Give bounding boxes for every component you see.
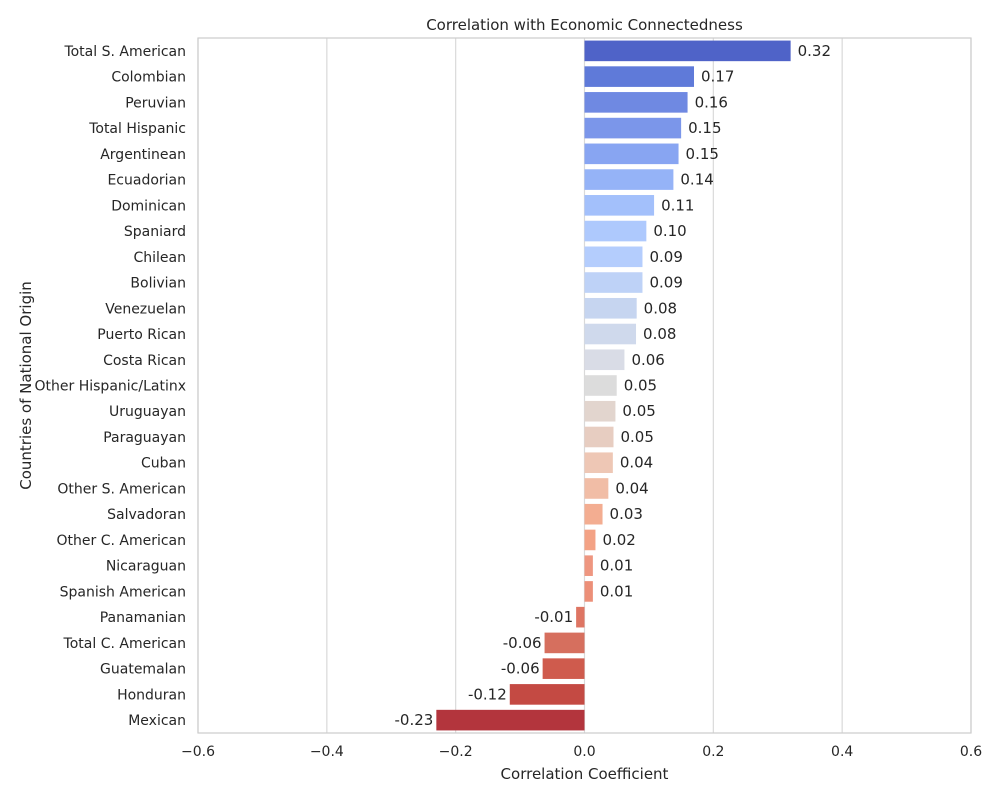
category-label: Spaniard — [124, 224, 186, 240]
x-tick-label: −0.2 — [439, 744, 473, 760]
category-label: Puerto Rican — [97, 327, 186, 343]
data-label: 0.05 — [620, 428, 653, 446]
bar — [584, 297, 637, 319]
category-label: Total C. American — [63, 636, 186, 652]
bar — [584, 503, 603, 525]
category-label: Argentinean — [100, 147, 186, 163]
bar — [436, 709, 585, 731]
data-label: 0.06 — [631, 351, 664, 369]
data-label: -0.06 — [501, 660, 540, 678]
category-label: Nicaraguan — [106, 559, 186, 575]
bar — [584, 117, 682, 139]
y-axis-title: Countries of National Origin — [17, 281, 35, 490]
bar — [584, 349, 625, 371]
category-label: Mexican — [128, 713, 186, 729]
data-label: 0.09 — [649, 248, 682, 266]
category-label: Uruguayan — [109, 404, 186, 420]
data-label: -0.01 — [534, 608, 573, 626]
data-label: 0.03 — [610, 505, 643, 523]
x-tick-label: 0.0 — [573, 744, 595, 760]
bar — [584, 195, 655, 216]
bar — [584, 246, 643, 268]
x-tick-label: −0.4 — [310, 744, 344, 760]
bar — [584, 581, 593, 602]
chart-title: Correlation with Economic Connectedness — [426, 16, 743, 34]
bar — [584, 426, 614, 448]
data-label: -0.06 — [503, 634, 542, 652]
x-tick-label: −0.6 — [181, 744, 215, 760]
category-label: Chilean — [134, 250, 187, 266]
x-tick-label: 0.4 — [831, 744, 853, 760]
category-label: Bolivian — [130, 276, 186, 292]
data-label: 0.14 — [680, 171, 713, 189]
bar — [544, 632, 585, 654]
category-label: Dominican — [111, 198, 186, 214]
category-label: Other S. American — [57, 481, 186, 497]
bar — [584, 529, 596, 551]
x-tick-labels: −0.6 −0.4 −0.2 0.0 0.2 0.4 0.6 — [181, 744, 982, 760]
data-label: 0.01 — [600, 582, 633, 600]
category-label: Guatemalan — [100, 662, 186, 678]
category-label: Peruvian — [125, 95, 186, 111]
category-label: Colombian — [111, 70, 186, 86]
data-label: 0.01 — [600, 557, 633, 575]
category-label: Total Hispanic — [88, 121, 186, 137]
category-label: Honduran — [117, 687, 186, 703]
data-label: 0.16 — [695, 93, 728, 111]
data-label: 0.04 — [615, 479, 648, 497]
data-label: 0.09 — [649, 274, 682, 292]
bar — [584, 478, 609, 499]
bars — [436, 40, 791, 731]
data-label: 0.15 — [686, 145, 719, 163]
data-label: 0.11 — [661, 196, 694, 214]
bar — [584, 143, 679, 165]
category-label: Other C. American — [57, 533, 187, 549]
bar — [584, 400, 616, 422]
bar — [509, 684, 585, 705]
category-label: Salvadoran — [107, 507, 186, 523]
data-label: 0.17 — [701, 68, 734, 86]
bar — [542, 658, 585, 679]
plot-frame — [197, 37, 972, 734]
bar — [584, 169, 674, 190]
bar — [584, 272, 643, 293]
x-tick-label: 0.2 — [702, 744, 724, 760]
bar — [584, 220, 647, 242]
category-label: Paraguayan — [103, 430, 186, 446]
data-labels: 0.32 0.17 0.16 0.15 0.15 0.14 0.11 0.10 0.09 0.09… — [395, 42, 832, 729]
data-label: 0.08 — [644, 299, 677, 317]
category-label: Venezuelan — [105, 301, 186, 317]
data-label: -0.23 — [395, 711, 434, 729]
data-label: 0.05 — [624, 377, 657, 395]
category-labels: Total S. American Colombian Peruvian Total … — [35, 44, 186, 729]
x-axis-title: Correlation Coefficient — [501, 765, 669, 783]
bar — [584, 66, 695, 87]
bar — [584, 92, 688, 113]
bar — [584, 555, 593, 576]
category-label: Cuban — [141, 456, 186, 472]
bar — [584, 40, 791, 62]
data-label: -0.12 — [468, 685, 507, 703]
x-tick-label: 0.6 — [960, 744, 982, 760]
category-label: Total S. American — [63, 44, 186, 60]
category-label: Spanish American — [60, 584, 186, 600]
data-label: 0.08 — [643, 325, 676, 343]
category-label: Other Hispanic/Latinx — [35, 379, 186, 395]
data-label: 0.02 — [602, 531, 635, 549]
data-label: 0.15 — [688, 119, 721, 137]
data-label: 0.32 — [798, 42, 831, 60]
bar — [584, 323, 637, 345]
category-label: Panamanian — [100, 610, 186, 626]
data-label: 0.10 — [653, 222, 686, 240]
category-label: Costa Rican — [103, 353, 186, 369]
category-label: Ecuadorian — [107, 173, 186, 189]
bar — [576, 606, 585, 628]
bar — [584, 375, 617, 396]
bar — [584, 452, 613, 474]
data-label: 0.04 — [620, 454, 653, 472]
data-label: 0.05 — [622, 402, 655, 420]
